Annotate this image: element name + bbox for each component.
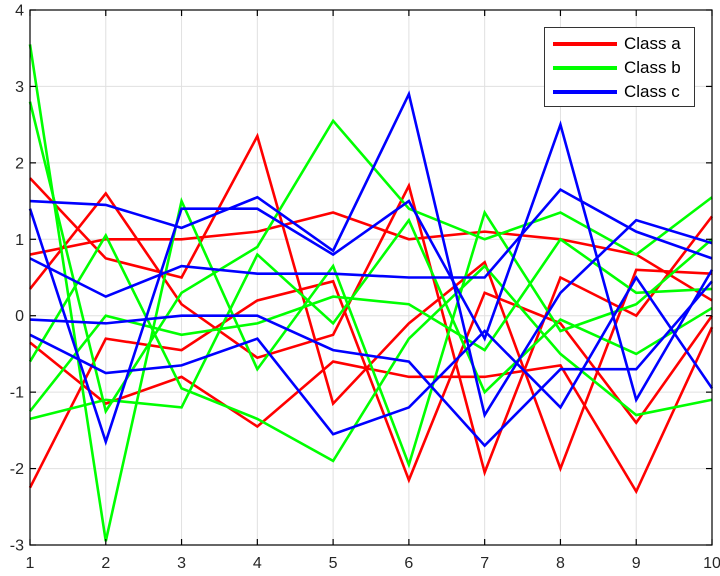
series-line-class-c: [29, 187, 713, 299]
x-tick-label: 10: [703, 555, 720, 572]
y-tick-label: -3: [10, 538, 24, 555]
legend-label: Class c: [624, 82, 680, 101]
legend-label: Class a: [624, 34, 681, 53]
series-line-class-c: [28, 120, 714, 447]
series-line-class-c: [29, 280, 713, 448]
y-tick-label: -1: [10, 385, 24, 402]
legend-entry-class-a: Class a: [545, 32, 694, 56]
legend-label: Class b: [624, 58, 681, 77]
x-tick-label: 3: [177, 555, 186, 572]
x-tick-label: 9: [632, 555, 641, 572]
series-line-class-a: [29, 326, 714, 495]
series-line-class-c: [29, 275, 714, 436]
axes-border: [29, 9, 713, 546]
y-tick-label: 1: [15, 232, 24, 249]
y-tick-label: -2: [10, 461, 24, 478]
y-tick-label: 3: [15, 79, 24, 96]
series-line-class-a: [28, 182, 714, 477]
series-line-class-b: [28, 44, 713, 542]
series-line-class-a: [28, 279, 714, 489]
x-tick-label: 4: [253, 555, 262, 572]
x-tick-label: 1: [26, 555, 35, 572]
x-tick-label: 8: [556, 555, 565, 572]
y-tick-label: 4: [15, 3, 24, 20]
x-tick-label: 6: [404, 555, 413, 572]
x-tick-label: 7: [480, 555, 489, 572]
legend-entry-class-c: Class c: [545, 80, 694, 104]
legend-entry-class-b: Class b: [545, 56, 694, 80]
y-tick-label: 2: [15, 155, 24, 172]
series-line-class-c: [29, 90, 713, 419]
legend-line-sample-green: [553, 66, 617, 70]
legend-line-sample-red: [553, 42, 617, 46]
legend: Class a Class b Class c: [544, 27, 695, 107]
x-tick-label: 2: [101, 555, 110, 572]
series-line-class-b: [28, 101, 713, 415]
series-line-class-b: [28, 232, 713, 463]
y-tick-label: 0: [15, 308, 24, 325]
series-line-class-a: [29, 211, 713, 302]
legend-line-sample-blue: [553, 90, 617, 94]
series-line-class-b: [29, 217, 713, 421]
x-tick-label: 5: [329, 555, 338, 572]
